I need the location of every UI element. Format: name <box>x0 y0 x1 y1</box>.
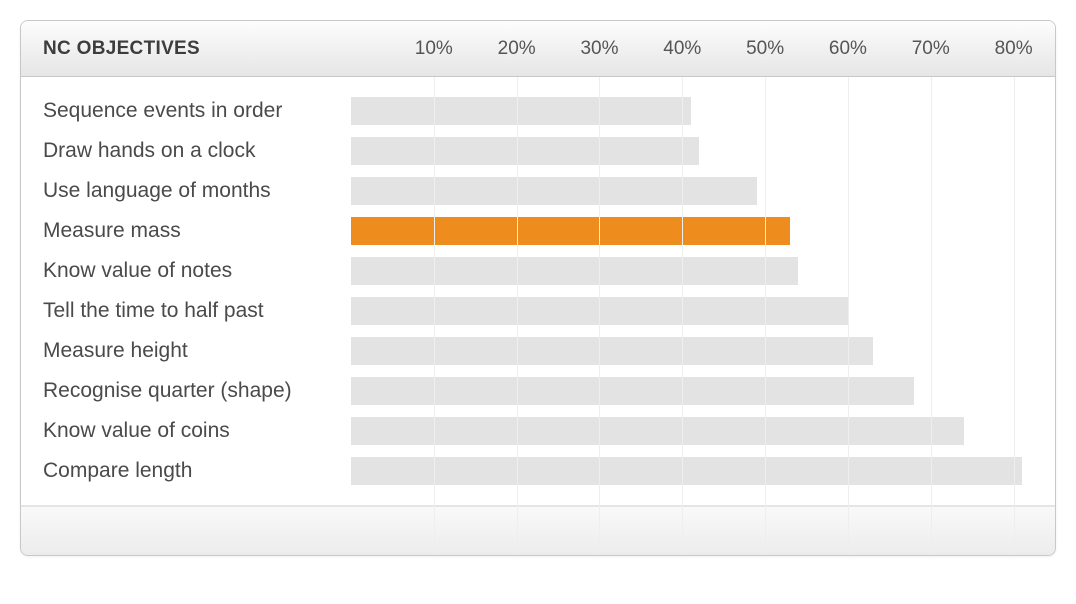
bars-area <box>351 91 1055 491</box>
bar <box>351 297 848 325</box>
bar <box>351 417 964 445</box>
row-label: Measure mass <box>21 211 351 251</box>
row-label: Know value of notes <box>21 251 351 291</box>
row-label: Sequence events in order <box>21 91 351 131</box>
x-axis-ticks: 10% 20% 30% 40% 50% 60% 70% 80% <box>351 21 1055 76</box>
panel-header: NC OBJECTIVES 10% 20% 30% 40% 50% 60% 70% 80% <box>21 21 1055 77</box>
bar-highlighted <box>351 217 790 245</box>
bar-row <box>351 331 1055 371</box>
x-tick-label: 50% <box>746 38 784 60</box>
bar <box>351 337 873 365</box>
row-label: Tell the time to half past <box>21 291 351 331</box>
bar <box>351 377 914 405</box>
row-label: Measure height <box>21 331 351 371</box>
row-label: Draw hands on a clock <box>21 131 351 171</box>
row-label: Know value of coins <box>21 411 351 451</box>
bar-row <box>351 451 1055 491</box>
x-tick-label: 30% <box>580 38 618 60</box>
bar <box>351 177 757 205</box>
chart-body: Sequence events in orderDraw hands on a … <box>21 77 1055 505</box>
bar <box>351 257 798 285</box>
objectives-panel: NC OBJECTIVES 10% 20% 30% 40% 50% 60% 70% 80% S… <box>20 20 1056 556</box>
row-label: Recognise quarter (shape) <box>21 371 351 411</box>
bar-row <box>351 251 1055 291</box>
x-tick-label: 20% <box>498 38 536 60</box>
bar-row <box>351 171 1055 211</box>
row-labels-column: Sequence events in orderDraw hands on a … <box>21 91 351 491</box>
bar <box>351 457 1022 485</box>
x-tick-label: 70% <box>912 38 950 60</box>
bar-row <box>351 411 1055 451</box>
x-tick-label: 80% <box>995 38 1033 60</box>
x-tick-label: 40% <box>663 38 701 60</box>
bar <box>351 137 699 165</box>
bar-row <box>351 291 1055 331</box>
bar <box>351 97 691 125</box>
chart-title: NC OBJECTIVES <box>21 38 351 60</box>
x-tick-label: 60% <box>829 38 867 60</box>
x-tick-label: 10% <box>415 38 453 60</box>
bar-row <box>351 371 1055 411</box>
bar-row <box>351 91 1055 131</box>
bar-row <box>351 131 1055 171</box>
row-label: Use language of months <box>21 171 351 211</box>
row-label: Compare length <box>21 451 351 491</box>
panel-footer <box>21 505 1055 555</box>
bar-row <box>351 211 1055 251</box>
